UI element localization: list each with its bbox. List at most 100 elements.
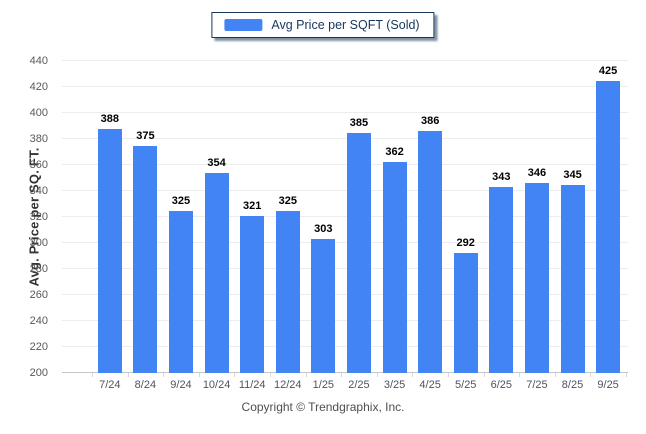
x-axis-tick [305, 373, 307, 377]
x-axis-tick [163, 373, 165, 377]
x-axis-tick [626, 373, 627, 377]
gridline [62, 60, 628, 61]
bar-12/24[interactable] [275, 210, 300, 373]
y-tick-label: 280 [29, 263, 48, 276]
bar-8/24[interactable] [133, 145, 158, 373]
x-tick-label: 9/25 [597, 379, 619, 391]
x-axis-ticks [92, 373, 627, 377]
bar-9/24[interactable] [168, 210, 193, 373]
bars: 388 375 325 354 321 325 303 385 362 386 292 343 346 3… [92, 61, 626, 373]
gridlines [62, 60, 628, 373]
x-tick-label: 6/25 [490, 379, 513, 391]
x-tick-label: 7/24 [99, 379, 121, 391]
x-axis-tick [92, 373, 93, 377]
bar-value-label: 346 [527, 167, 547, 180]
bar-9/25[interactable] [596, 80, 621, 373]
bar-slot: 325 [163, 61, 199, 373]
gridline [62, 112, 628, 113]
bar-value-label: 388 [100, 112, 119, 125]
plot-area: 388 375 325 354 321 325 303 385 362 386 292 343 346 3… [62, 60, 628, 377]
y-tick-label: 260 [29, 289, 48, 301]
y-tick-label: 420 [29, 81, 48, 93]
bar-slot: 388 [92, 61, 128, 373]
bar-5/25[interactable] [453, 253, 478, 373]
bar-slot: 386 [412, 61, 448, 373]
bar-slot: 343 [484, 61, 520, 373]
bar-value-label: 325 [171, 194, 191, 207]
bar-11/24[interactable] [240, 215, 265, 373]
y-tick-label: 300 [29, 237, 48, 249]
bar-slot: 303 [306, 61, 342, 373]
x-axis-tick [483, 373, 485, 377]
gridline [62, 164, 628, 165]
gridline [62, 190, 628, 191]
legend-label: Avg Price per SQFT (Sold) [271, 18, 420, 32]
bar-slot: 425 [590, 61, 626, 373]
bar-slot: 346 [519, 61, 555, 373]
x-axis-tick [376, 373, 378, 377]
bar-value-label: 345 [563, 168, 582, 181]
x-axis-tick [198, 373, 200, 377]
x-tick-label: 4/25 [419, 379, 441, 391]
bar-value-label: 292 [456, 237, 475, 250]
gridline [62, 86, 628, 87]
x-axis-line [62, 372, 628, 373]
bar-8/25[interactable] [560, 184, 585, 373]
bar-value-label: 325 [278, 194, 297, 207]
bar-slot: 362 [377, 61, 413, 373]
x-axis-tick [519, 373, 521, 377]
bar-10/24[interactable] [204, 172, 229, 373]
bar-2/25[interactable] [346, 132, 371, 373]
x-axis-tick [448, 373, 449, 377]
bar-4/25[interactable] [418, 131, 443, 373]
x-tick-label: 9/24 [170, 379, 192, 391]
bar-value-label: 362 [385, 146, 404, 159]
bar-slot: 325 [270, 61, 306, 373]
x-tick-label: 5/25 [455, 379, 477, 391]
y-tick-label: 200 [29, 367, 48, 379]
gridline [62, 268, 628, 269]
gridline [62, 320, 628, 321]
bar-1/25[interactable] [311, 239, 336, 373]
y-tick-label: 360 [29, 159, 48, 172]
y-tick-label: 400 [29, 107, 48, 119]
x-tick-label: 10/24 [202, 379, 231, 391]
y-tick-label: 220 [29, 341, 48, 354]
x-tick-label: 8/24 [134, 379, 157, 391]
y-tick-label: 380 [29, 133, 48, 145]
bar-3/25[interactable] [382, 162, 407, 373]
bar-value-label: 386 [420, 115, 440, 128]
x-axis-tick [412, 373, 414, 377]
x-axis-tick [234, 373, 236, 377]
bar-slot: 354 [199, 61, 235, 373]
bar-value-label: 343 [492, 171, 511, 184]
x-axis-tick [590, 373, 592, 377]
bar-value-label: 375 [136, 129, 155, 142]
x-axis-tick [554, 373, 556, 377]
y-tick-label: 440 [29, 55, 48, 67]
bar-value-label: 321 [242, 199, 262, 212]
bar-7/25[interactable] [524, 183, 549, 373]
bar-slot: 345 [555, 61, 591, 373]
x-tick-label: 2/25 [348, 379, 370, 391]
bar-6/25[interactable] [489, 187, 514, 373]
bar-slot: 321 [234, 61, 270, 373]
gridline [62, 216, 628, 217]
bar-value-label: 354 [207, 156, 226, 169]
bar-value-label: 425 [598, 64, 618, 77]
y-axis-labels: 200 220 240 260 280 300 320 340 360 380 400 420 440 [0, 55, 54, 379]
gridline [62, 242, 628, 243]
x-tick-label: 1/25 [312, 379, 335, 391]
gridline [62, 346, 628, 347]
bar-slot: 292 [448, 61, 484, 373]
x-axis-labels: 7/24 8/24 9/24 10/24 11/24 12/24 1/25 2/25 3/25 4… [92, 379, 626, 391]
gridline [62, 138, 628, 139]
x-tick-label: 3/25 [383, 379, 406, 391]
legend-swatch-icon [224, 19, 263, 31]
legend: Avg Price per SQFT (Sold) [211, 12, 435, 38]
gridline [62, 294, 628, 295]
x-axis-tick [270, 373, 271, 377]
bar-7/24[interactable] [97, 128, 122, 373]
bar-slot: 375 [128, 61, 164, 373]
